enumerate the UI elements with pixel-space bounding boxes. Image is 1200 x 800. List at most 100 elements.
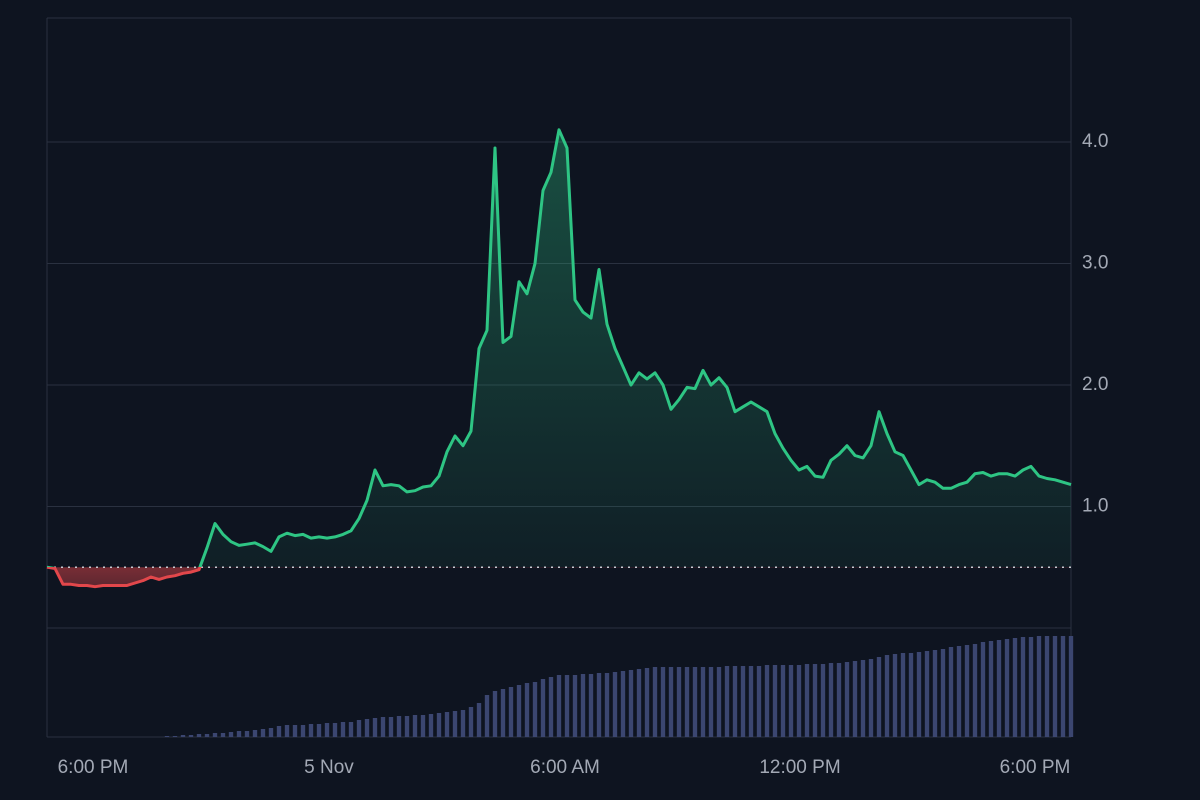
volume-bar [724, 666, 730, 737]
volume-bar [796, 665, 802, 737]
volume-bar [636, 669, 642, 737]
volume-bar [780, 665, 786, 737]
volume-bar [212, 733, 218, 737]
volume-bar [644, 668, 650, 737]
volume-bar [820, 664, 826, 737]
volume-bar [948, 647, 954, 737]
volume-bar [900, 653, 906, 737]
volume-bar [860, 660, 866, 737]
volume-bar [172, 736, 178, 737]
volume-bar [1060, 636, 1066, 737]
volume-bar [468, 707, 474, 737]
volume-bar [372, 718, 378, 737]
volume-bar [332, 723, 338, 737]
volume-bar [660, 667, 666, 737]
volume-bar [708, 667, 714, 737]
volume-bar [404, 716, 410, 737]
volume-bar [268, 728, 274, 737]
volume-bar [380, 717, 386, 737]
volume-bar [580, 674, 586, 737]
volume-bar [652, 667, 658, 737]
volume-bar [1044, 636, 1050, 737]
volume-bar [908, 653, 914, 737]
x-tick-label: 5 Nov [304, 757, 354, 778]
volume-bar [668, 667, 674, 737]
volume-bar [1004, 639, 1010, 737]
volume-bar [628, 670, 634, 737]
volume-bar [188, 735, 194, 737]
volume-bar [420, 715, 426, 737]
volume-bar [436, 713, 442, 737]
volume-bar [732, 666, 738, 737]
volume-bar [1020, 637, 1026, 737]
y-tick-label: 2.0 [1082, 374, 1108, 395]
volume-bar [828, 663, 834, 737]
volume-bar [204, 734, 210, 737]
volume-bar [428, 714, 434, 737]
volume-bar [788, 665, 794, 737]
volume-bar [676, 667, 682, 737]
volume-bar [476, 703, 482, 737]
volume-bar [924, 651, 930, 737]
volume-bar [236, 731, 242, 737]
volume-bar [756, 666, 762, 737]
x-tick-label: 6:00 PM [58, 757, 129, 778]
x-tick-label: 6:00 PM [1000, 757, 1071, 778]
volume-bar [516, 685, 522, 737]
volume-bar [700, 667, 706, 737]
area-fill [47, 129, 1071, 587]
volume-bar [396, 716, 402, 737]
volume-bar [460, 710, 466, 737]
volume-bar [748, 666, 754, 737]
volume-bar [980, 642, 986, 737]
volume-bar [260, 729, 266, 737]
volume-bar [356, 720, 362, 737]
volume-bar [964, 645, 970, 737]
volume-bar [300, 725, 306, 737]
volume-bar [972, 644, 978, 737]
volume-bar [540, 679, 546, 737]
volume-bar [292, 725, 298, 737]
volume-bar [492, 691, 498, 737]
volume-bar [252, 730, 258, 737]
volume-bar [556, 675, 562, 737]
volume-bar [876, 657, 882, 737]
y-tick-label: 4.0 [1082, 131, 1108, 152]
volume-bar [852, 661, 858, 737]
volume-bar [604, 673, 610, 737]
volume-bar [564, 675, 570, 737]
volume-bar [220, 733, 226, 737]
volume-bar [340, 722, 346, 737]
volume-bar [316, 724, 322, 737]
volume-bar [164, 736, 170, 737]
volume-bar [620, 671, 626, 737]
volume-bar [1012, 638, 1018, 737]
y-tick-label: 1.0 [1082, 496, 1108, 517]
volume-bar [444, 712, 450, 737]
volume-bar [596, 673, 602, 737]
volume-bar [532, 682, 538, 737]
volume-bar [988, 641, 994, 737]
volume-bar [612, 672, 618, 737]
volume-bar [884, 655, 890, 737]
volume-bar [684, 667, 690, 737]
volume-bar [844, 662, 850, 737]
volume-bar [716, 667, 722, 737]
volume-bar [412, 715, 418, 737]
volume-bar [388, 717, 394, 737]
volume-bar [348, 722, 354, 737]
volume-bar [836, 663, 842, 737]
volume-bar [452, 711, 458, 737]
x-tick-label: 12:00 PM [759, 757, 840, 778]
volume-bar [364, 719, 370, 737]
volume-bar [940, 649, 946, 737]
price-line [46, 128, 1072, 589]
volume-bar [804, 664, 810, 737]
volume-bar [764, 665, 770, 737]
volume-bar [276, 726, 282, 737]
volume-bar [548, 677, 554, 737]
volume-bar [996, 640, 1002, 737]
volume-bar [308, 724, 314, 737]
volume-bar [228, 732, 234, 737]
